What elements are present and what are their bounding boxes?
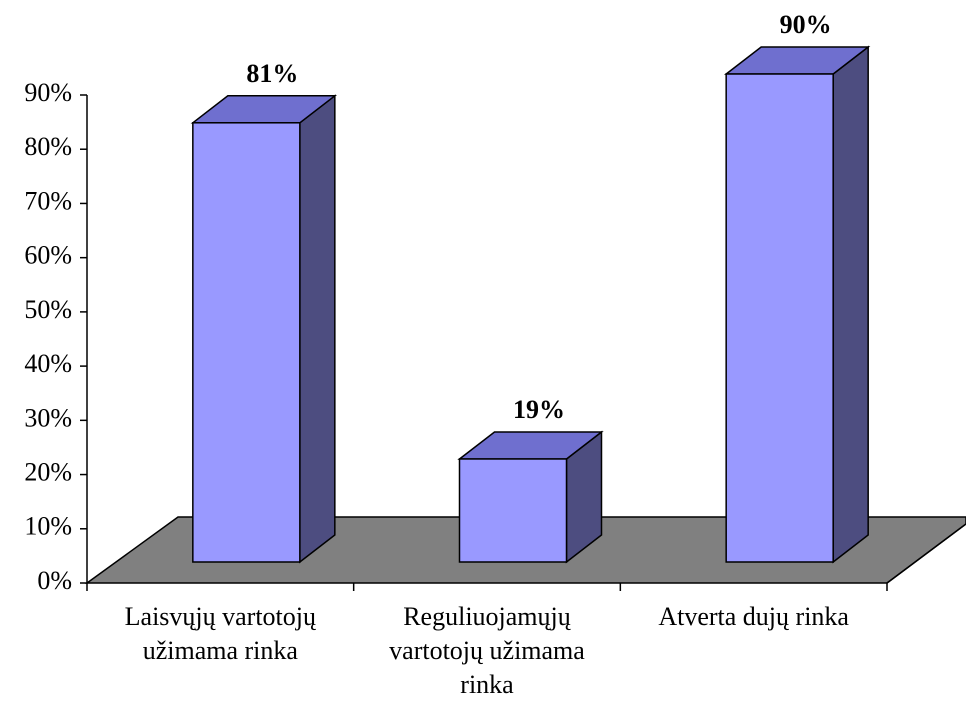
y-tick-label: 0%: [37, 566, 72, 595]
y-tick-label: 10%: [24, 512, 72, 541]
y-tick-label: 90%: [24, 78, 72, 107]
bar-side: [832, 45, 869, 564]
bar: [725, 73, 834, 563]
floor-edge: [886, 523, 966, 584]
bar-side: [299, 94, 336, 564]
y-tick-label: 70%: [24, 186, 72, 215]
x-tick-label: Atverta dujų rinka: [658, 602, 849, 631]
x-tick-label: Laisvųjų vartotojų užimama rinka: [124, 602, 316, 665]
bar: [192, 122, 301, 563]
y-tick-label: 60%: [24, 241, 72, 270]
y-tick-label: 80%: [24, 132, 72, 161]
y-tick-label: 20%: [24, 458, 72, 487]
value-label: 90%: [780, 10, 832, 39]
x-tick-label: Reguliuojamųjų vartotojų užimama rinka: [389, 602, 585, 699]
y-tick-label: 50%: [24, 295, 72, 324]
y-tick-label: 40%: [24, 349, 72, 378]
bar: [458, 458, 568, 563]
y-tick-label: 30%: [24, 403, 72, 432]
value-label: 19%: [513, 395, 565, 424]
value-label: 81%: [246, 59, 298, 88]
